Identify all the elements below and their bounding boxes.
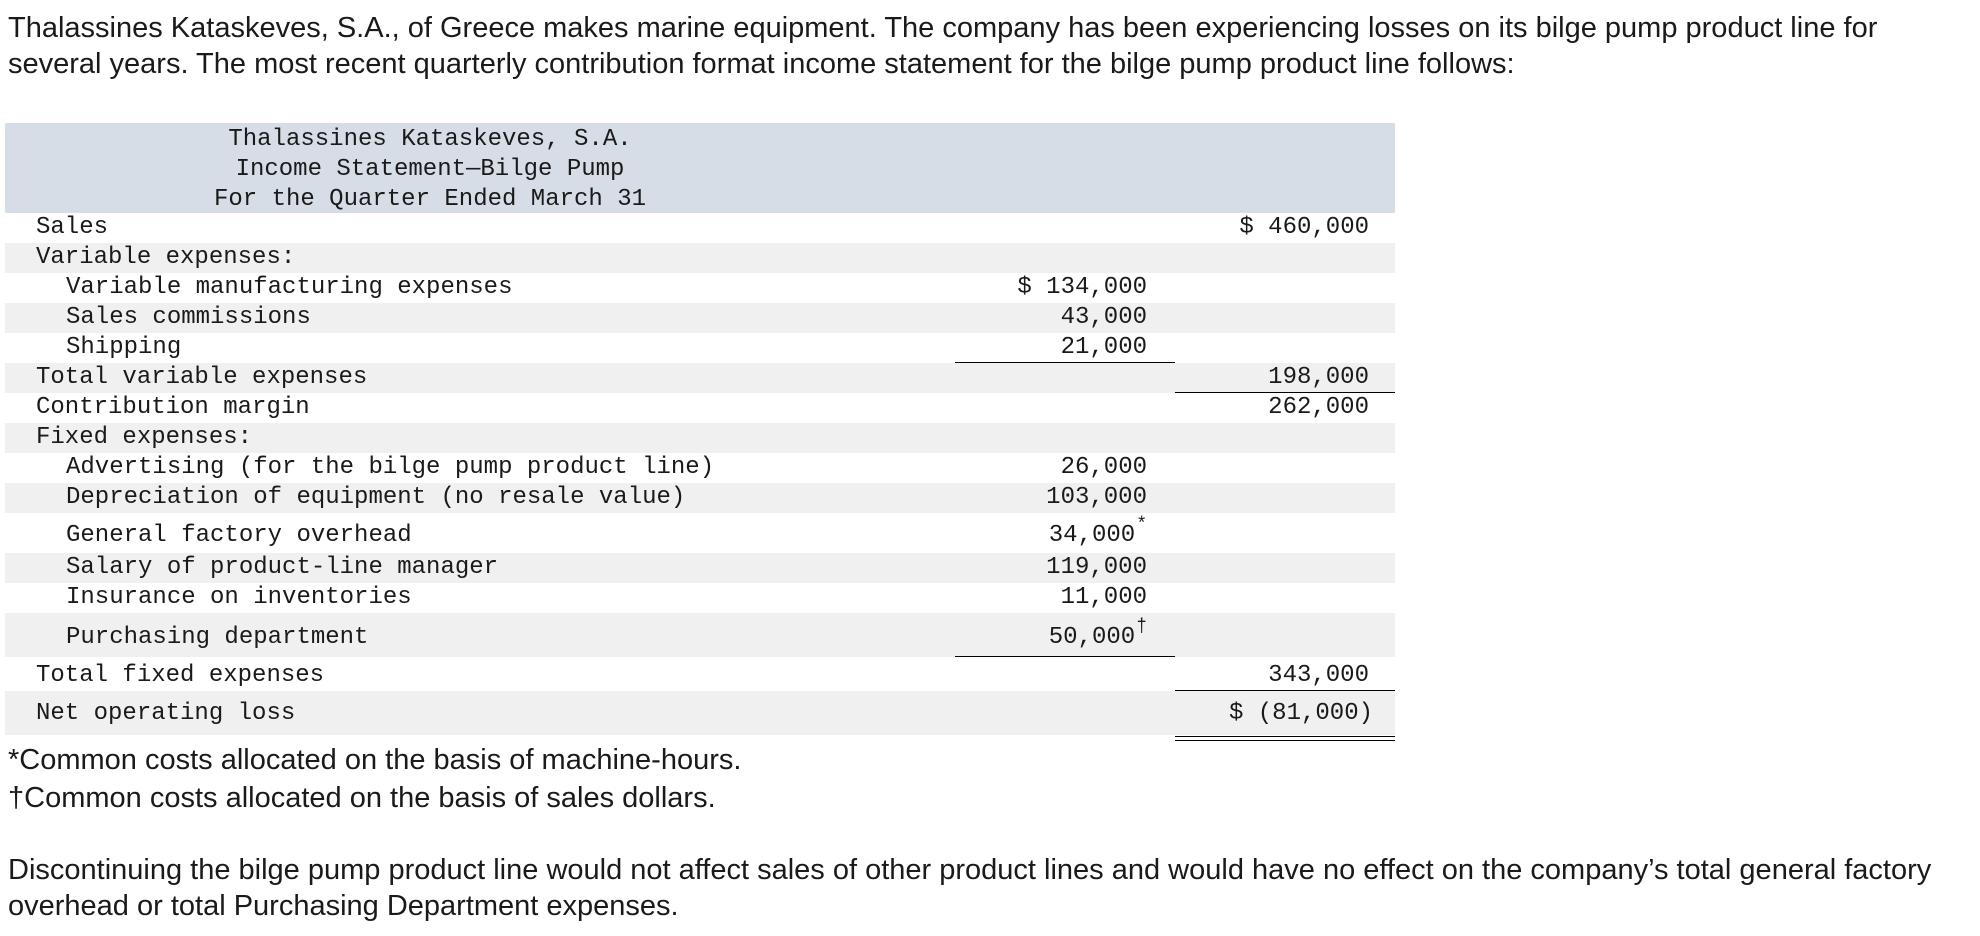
amount-number: 50,000 bbox=[1048, 624, 1136, 651]
total-underline bbox=[1175, 392, 1395, 393]
total-value: $ 460,000 bbox=[1239, 214, 1369, 241]
row-label: Insurance on inventories bbox=[66, 584, 412, 611]
footnote-machine-hours: *Common costs allocated on the basis of … bbox=[8, 744, 742, 776]
row-total-fixed: Total fixed expenses 343,000 bbox=[5, 657, 1395, 691]
row-insurance: Insurance on inventories 11,000 bbox=[5, 583, 1395, 613]
row-label: Sales commissions bbox=[66, 304, 311, 331]
row-label: Variable manufacturing expenses bbox=[66, 274, 513, 301]
amount-value: 119,000 bbox=[1046, 554, 1147, 581]
row-label: Shipping bbox=[66, 334, 182, 361]
problem-intro: Thalassines Kataskeves, S.A., of Greece … bbox=[8, 12, 1878, 80]
amount-value: 103,000 bbox=[1046, 484, 1147, 511]
total-value: 262,000 bbox=[1268, 394, 1369, 421]
footnote-mark: * bbox=[1136, 515, 1147, 535]
statement-header: Thalassines Kataskeves, S.A. Income Stat… bbox=[5, 123, 1395, 213]
row-label: Salary of product-line manager bbox=[66, 554, 499, 581]
row-general-factory-overhead: General factory overhead 34,000* bbox=[5, 513, 1395, 553]
row-total-variable: Total variable expenses 198,000 bbox=[5, 363, 1395, 393]
row-label: Purchasing department bbox=[66, 624, 369, 651]
footnote-mark: † bbox=[1136, 617, 1147, 637]
total-value: $ (81,000) bbox=[1228, 700, 1373, 727]
row-net-operating-loss: Net operating loss $ (81,000) bbox=[5, 691, 1395, 741]
total-underline bbox=[1175, 690, 1395, 691]
row-depreciation: Depreciation of equipment (no resale val… bbox=[5, 483, 1395, 513]
row-sales-commissions: Sales commissions 43,000 bbox=[5, 303, 1395, 333]
row-shipping: Shipping 21,000 bbox=[5, 333, 1395, 363]
row-label: Contribution margin bbox=[36, 394, 310, 421]
row-variable-mfg: Variable manufacturing expenses $ 134,00… bbox=[5, 273, 1395, 303]
amount-value: 34,000* bbox=[927, 513, 1147, 560]
amount-value: 21,000 bbox=[1060, 334, 1147, 361]
problem-closing: Discontinuing the bilge pump product lin… bbox=[8, 854, 1932, 922]
row-salary: Salary of product-line manager 119,000 bbox=[5, 553, 1395, 583]
row-label: Total variable expenses bbox=[36, 364, 368, 391]
amount-value: 43,000 bbox=[1060, 304, 1147, 331]
row-label: Variable expenses: bbox=[36, 244, 296, 271]
row-label: Fixed expenses: bbox=[36, 424, 253, 451]
statement-title: Income Statement—Bilge Pump bbox=[235, 156, 625, 183]
amount-value: $ 134,000 bbox=[1017, 274, 1147, 301]
amount-value: 11,000 bbox=[1060, 584, 1147, 611]
row-contribution-margin: Contribution margin 262,000 bbox=[5, 393, 1395, 423]
amount-value: 50,000† bbox=[927, 613, 1147, 664]
statement-period: For the Quarter Ended March 31 bbox=[213, 186, 647, 213]
row-label: Depreciation of equipment (no resale val… bbox=[66, 484, 686, 511]
subtotal-underline bbox=[955, 656, 1175, 657]
amount-value: 26,000 bbox=[1060, 454, 1147, 481]
total-value: 343,000 bbox=[1268, 662, 1369, 689]
row-purchasing: Purchasing department 50,000† bbox=[5, 613, 1395, 657]
total-value: 198,000 bbox=[1268, 364, 1369, 391]
company-name: Thalassines Kataskeves, S.A. bbox=[228, 126, 632, 153]
subtotal-underline bbox=[955, 362, 1175, 363]
row-advertising: Advertising (for the bilge pump product … bbox=[5, 453, 1395, 483]
row-label: Total fixed expenses bbox=[36, 662, 325, 689]
row-label: Sales bbox=[36, 214, 109, 241]
double-underline bbox=[1175, 736, 1395, 741]
row-label: Net operating loss bbox=[36, 700, 296, 727]
amount-number: 34,000 bbox=[1048, 522, 1136, 549]
row-label: Advertising (for the bilge pump product … bbox=[66, 454, 715, 481]
footnote-sales-dollars: †Common costs allocated on the basis of … bbox=[8, 782, 716, 814]
row-sales: Sales $ 460,000 bbox=[5, 213, 1395, 243]
row-variable-heading: Variable expenses: bbox=[5, 243, 1395, 273]
income-statement: Thalassines Kataskeves, S.A. Income Stat… bbox=[5, 123, 1395, 741]
row-label: General factory overhead bbox=[66, 522, 412, 549]
row-fixed-heading: Fixed expenses: bbox=[5, 423, 1395, 453]
